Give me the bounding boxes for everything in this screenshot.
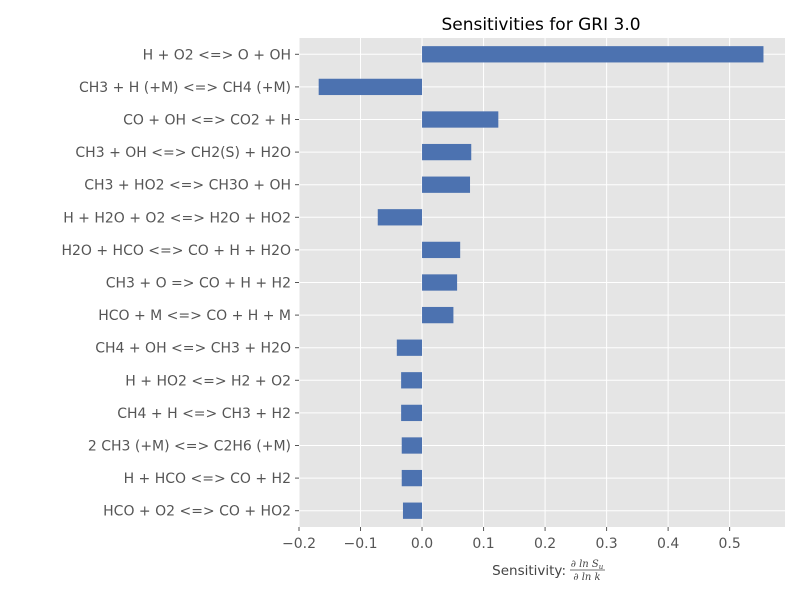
- bar: [422, 306, 454, 324]
- x-tick-label: 0.3: [595, 536, 617, 552]
- bar: [401, 372, 423, 389]
- bar: [422, 274, 458, 291]
- y-tick-label: CO + OH <=> CO2 + H: [123, 113, 291, 129]
- bars: [318, 46, 764, 519]
- y-tick-labels: H + O2 <=> O + OH CH3 + H (+M) <=> CH4 (+…: [61, 47, 299, 520]
- bar: [401, 404, 423, 422]
- x-axis-label-numerator-main: ∂ ln S: [571, 559, 599, 570]
- bar: [401, 469, 423, 487]
- bar: [377, 209, 423, 226]
- y-tick-label: H + HO2 <=> H2 + O2: [125, 373, 291, 389]
- bar: [422, 46, 764, 63]
- bar: [422, 111, 499, 128]
- x-tick-label: −0.2: [282, 536, 316, 552]
- x-tick-label: 0.2: [534, 536, 556, 552]
- x-tick-label: −0.1: [344, 536, 378, 552]
- y-tick-label: CH4 + OH <=> CH3 + H2O: [95, 341, 291, 357]
- x-tick-label: 0.4: [657, 536, 679, 552]
- y-tick-label: 2 CH3 (+M) <=> C2H6 (+M): [88, 439, 291, 455]
- y-tick-label: H + H2O + O2 <=> H2O + HO2: [63, 210, 291, 226]
- y-tick-label: HCO + O2 <=> CO + HO2: [103, 504, 291, 520]
- bar: [396, 339, 423, 356]
- x-axis-label: Sensitivity: ∂ ln Su ∂ ln k: [492, 559, 605, 583]
- bar: [422, 143, 472, 161]
- x-tick-label: 0.1: [472, 536, 494, 552]
- y-tick-label: H2O + HCO <=> CO + H + H2O: [61, 243, 291, 259]
- x-axis-label-prefix: Sensitivity:: [492, 563, 566, 579]
- y-tick-label: CH3 + O => CO + H + H2: [106, 276, 291, 292]
- bar: [422, 176, 471, 193]
- y-tick-label: CH3 + HO2 <=> CH3O + OH: [84, 178, 291, 194]
- x-axis-label-numerator: ∂ ln Su: [571, 559, 604, 571]
- y-tick-label: HCO + M <=> CO + H + M: [98, 308, 291, 324]
- y-tick-label: CH3 + H (+M) <=> CH4 (+M): [79, 80, 291, 96]
- y-tick-label: H + HCO <=> CO + H2: [124, 471, 291, 487]
- x-axis-label-numerator-sub: u: [599, 563, 604, 571]
- bar: [402, 502, 423, 519]
- x-tick-labels: −0.2 −0.1 0.0 0.1 0.2 0.3 0.4 0.5: [282, 527, 741, 552]
- y-tick-label: H + O2 <=> O + OH: [143, 47, 291, 63]
- bar: [318, 78, 423, 96]
- x-tick-label: 0.0: [411, 536, 433, 552]
- bar: [401, 437, 423, 454]
- y-tick-label: CH4 + H <=> CH3 + H2: [117, 406, 291, 422]
- x-tick-label: 0.5: [719, 536, 741, 552]
- bar: [422, 241, 461, 259]
- y-tick-label: CH3 + OH <=> CH2(S) + H2O: [75, 145, 291, 161]
- x-axis-label-denominator: ∂ ln k: [573, 572, 600, 583]
- chart-title: Sensitivities for GRI 3.0: [441, 15, 640, 35]
